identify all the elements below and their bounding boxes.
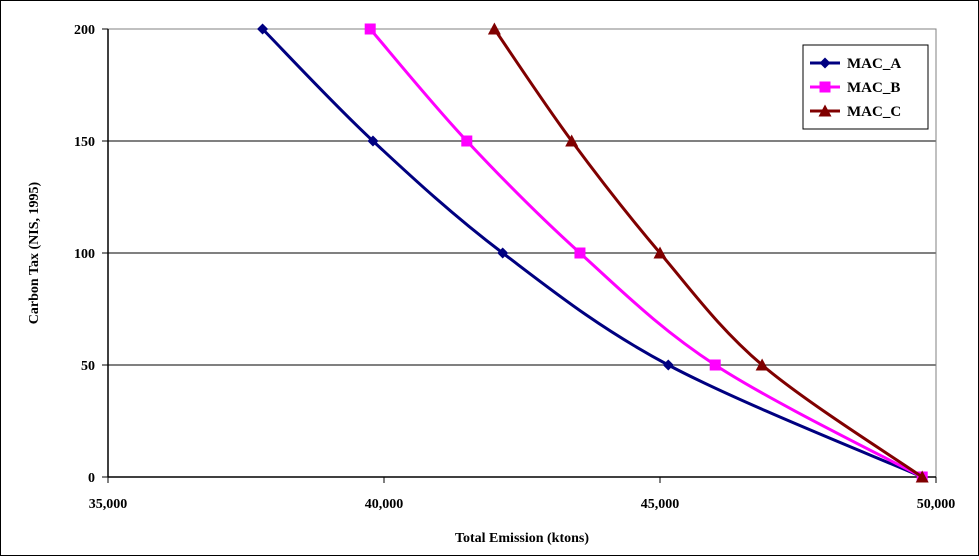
legend-item-mac_c: MAC_C bbox=[810, 104, 901, 120]
data-point bbox=[364, 23, 376, 35]
series-mac_c bbox=[487, 22, 929, 483]
legend-marker bbox=[819, 81, 831, 93]
data-point bbox=[487, 22, 501, 35]
y-tick-label: 150 bbox=[74, 135, 95, 150]
y-tick-label: 200 bbox=[74, 23, 95, 38]
y-axis-title: Carbon Tax (NIS, 1995) bbox=[27, 181, 42, 324]
data-point bbox=[565, 134, 579, 147]
legend-label: MAC_C bbox=[847, 104, 901, 120]
legend-item-mac_b: MAC_B bbox=[810, 80, 900, 96]
x-axis-title: Total Emission (ktons) bbox=[455, 531, 589, 546]
y-tick-label: 0 bbox=[88, 471, 95, 486]
axes: 0 50 100 150 200 35,000 40,000 45,000 50,000 bbox=[74, 23, 955, 512]
x-tick-label: 40,000 bbox=[365, 497, 404, 512]
legend: MAC_A MAC_B MAC_C bbox=[802, 44, 929, 130]
legend-item-mac_a: MAC_A bbox=[810, 56, 901, 72]
y-tick-label: 100 bbox=[74, 247, 95, 262]
legend-marker bbox=[819, 57, 831, 69]
data-point bbox=[367, 135, 379, 147]
legend-label: MAC_B bbox=[847, 80, 900, 96]
data-point bbox=[755, 358, 769, 371]
series-group bbox=[257, 22, 929, 483]
legend-marker bbox=[818, 104, 832, 117]
x-tick-label: 45,000 bbox=[641, 497, 680, 512]
data-point bbox=[709, 359, 721, 371]
data-point bbox=[497, 247, 509, 259]
data-point bbox=[915, 470, 929, 483]
series-line bbox=[369, 28, 923, 479]
x-tick-label: 50,000 bbox=[917, 497, 956, 512]
legend-label: MAC_A bbox=[847, 56, 901, 72]
x-tick-label: 35,000 bbox=[89, 497, 128, 512]
data-point bbox=[653, 246, 667, 259]
data-point bbox=[574, 247, 586, 259]
data-point bbox=[257, 23, 269, 35]
data-point bbox=[662, 359, 674, 371]
data-point bbox=[461, 135, 473, 147]
series-line bbox=[261, 27, 923, 479]
y-tick-label: 50 bbox=[81, 359, 95, 374]
